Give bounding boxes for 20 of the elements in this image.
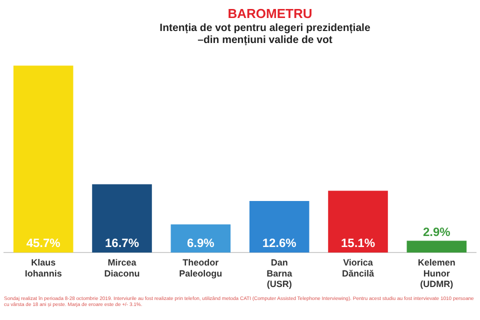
x-tick-label: Theodor Paleologu	[179, 257, 222, 278]
bar	[13, 66, 74, 253]
bar	[328, 190, 388, 253]
x-tick-label: Viorica Dăncilă	[342, 257, 375, 278]
data-label: 15.1%	[340, 236, 376, 250]
bar	[249, 201, 310, 253]
bar	[406, 240, 467, 253]
data-label: 45.7%	[26, 236, 61, 250]
x-tick-label: Klaus Iohannis	[24, 257, 62, 278]
x-tick-label: Dan Barna (USR)	[266, 257, 294, 290]
x-tick-label: Mircea Diaconu	[104, 257, 140, 278]
bar	[170, 224, 231, 253]
chart-title: BAROMETRU	[226, 6, 314, 21]
data-label: 12.6%	[262, 236, 297, 250]
bar	[92, 184, 152, 253]
x-tick-label: Kelemen Hunor (UDMR)	[418, 257, 456, 290]
chart-subtitle: Intenția de vot pentru alegeri prezidențiale –din mențiuni valide de vot	[158, 22, 372, 46]
data-label: 6.9%	[186, 236, 215, 250]
data-label: 16.7%	[104, 236, 140, 250]
data-label: 2.9%	[422, 225, 451, 240]
